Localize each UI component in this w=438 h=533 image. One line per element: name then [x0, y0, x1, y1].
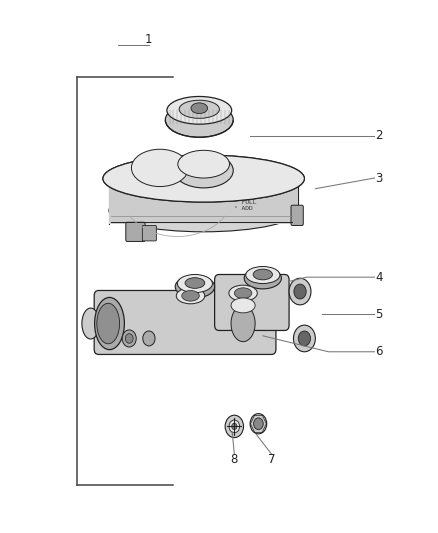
Ellipse shape: [143, 331, 155, 346]
Ellipse shape: [191, 103, 208, 114]
Ellipse shape: [250, 414, 267, 434]
Text: 8: 8: [231, 453, 238, 466]
Ellipse shape: [174, 154, 233, 188]
FancyBboxPatch shape: [126, 222, 145, 241]
Ellipse shape: [177, 274, 212, 293]
Ellipse shape: [185, 278, 205, 288]
Text: ° FULL
° ADD: ° FULL ° ADD: [234, 200, 257, 211]
Ellipse shape: [254, 418, 263, 430]
Text: 6: 6: [375, 345, 383, 358]
Ellipse shape: [229, 285, 258, 301]
Ellipse shape: [232, 423, 237, 430]
Ellipse shape: [179, 100, 219, 118]
Ellipse shape: [122, 330, 136, 347]
Ellipse shape: [109, 189, 298, 232]
Ellipse shape: [103, 155, 304, 202]
FancyBboxPatch shape: [109, 176, 298, 224]
Text: 2: 2: [375, 130, 383, 142]
Ellipse shape: [175, 276, 215, 298]
Ellipse shape: [103, 155, 304, 202]
Ellipse shape: [244, 268, 281, 289]
Ellipse shape: [182, 290, 199, 301]
Ellipse shape: [125, 334, 133, 343]
Ellipse shape: [231, 305, 255, 342]
Ellipse shape: [229, 420, 240, 433]
Ellipse shape: [294, 284, 306, 299]
Text: 7: 7: [268, 453, 276, 466]
Ellipse shape: [231, 298, 255, 313]
Ellipse shape: [234, 288, 252, 298]
FancyBboxPatch shape: [291, 205, 303, 225]
Ellipse shape: [166, 102, 233, 137]
Text: 1: 1: [145, 34, 153, 46]
Ellipse shape: [167, 96, 232, 124]
Ellipse shape: [253, 269, 272, 280]
Ellipse shape: [95, 297, 124, 350]
Ellipse shape: [82, 308, 99, 339]
Text: 3: 3: [375, 172, 382, 184]
Ellipse shape: [97, 303, 120, 344]
Ellipse shape: [293, 325, 315, 352]
Ellipse shape: [131, 149, 188, 187]
Text: 4: 4: [375, 271, 383, 284]
Ellipse shape: [298, 331, 311, 346]
Text: 5: 5: [375, 308, 382, 321]
FancyBboxPatch shape: [215, 274, 289, 330]
Ellipse shape: [246, 266, 280, 284]
Ellipse shape: [178, 150, 230, 178]
Ellipse shape: [289, 278, 311, 305]
FancyBboxPatch shape: [94, 290, 276, 354]
FancyBboxPatch shape: [142, 225, 156, 241]
Ellipse shape: [225, 415, 244, 438]
Ellipse shape: [176, 288, 205, 304]
